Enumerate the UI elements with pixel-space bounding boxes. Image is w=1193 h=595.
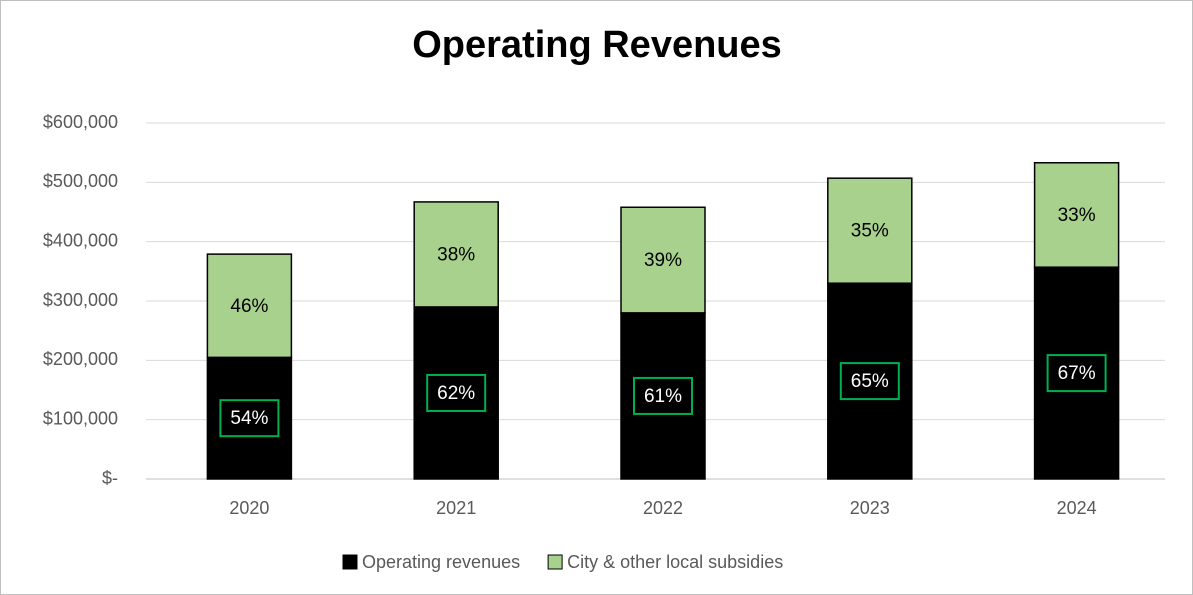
legend-label: City & other local subsidies <box>567 552 783 572</box>
label-box <box>839 362 900 401</box>
x-tick-label: 2024 <box>1057 498 1097 518</box>
data-label: 61% <box>644 386 682 407</box>
label-box <box>633 376 693 415</box>
label-box <box>1046 354 1107 393</box>
y-tick-label: $200,000 <box>43 349 118 369</box>
bar-segment <box>206 253 293 359</box>
chart-title: Operating Revenues <box>412 24 782 66</box>
data-label: 46% <box>230 296 268 317</box>
data-label: 62% <box>437 383 475 404</box>
data-label: 67% <box>1058 363 1096 384</box>
x-tick-label: 2022 <box>643 498 683 518</box>
y-tick-label: $500,000 <box>43 171 118 191</box>
label-box <box>219 399 280 438</box>
legend-swatch <box>547 554 563 570</box>
bar-segment <box>1033 162 1120 268</box>
bar-segment <box>827 177 913 284</box>
bar-segment <box>413 201 499 308</box>
data-label: 54% <box>230 408 268 429</box>
label-box <box>426 373 487 412</box>
x-tick-label: 2021 <box>436 498 476 518</box>
x-tick-label: 2023 <box>850 498 890 518</box>
legend-label: Operating revenues <box>362 552 520 572</box>
y-tick-label: $300,000 <box>43 290 118 310</box>
legend-swatch <box>342 554 358 570</box>
y-tick-label: $- <box>102 468 118 488</box>
y-tick-label: $400,000 <box>43 230 118 250</box>
data-label: 65% <box>851 371 889 392</box>
x-tick-label: 2020 <box>229 498 269 518</box>
data-label: 38% <box>437 244 475 265</box>
data-label: 33% <box>1058 205 1096 226</box>
y-tick-label: $100,000 <box>43 408 118 428</box>
bar-segment <box>620 206 706 314</box>
y-tick-label: $600,000 <box>43 112 118 132</box>
data-label: 39% <box>644 250 682 271</box>
data-label: 35% <box>851 221 889 242</box>
